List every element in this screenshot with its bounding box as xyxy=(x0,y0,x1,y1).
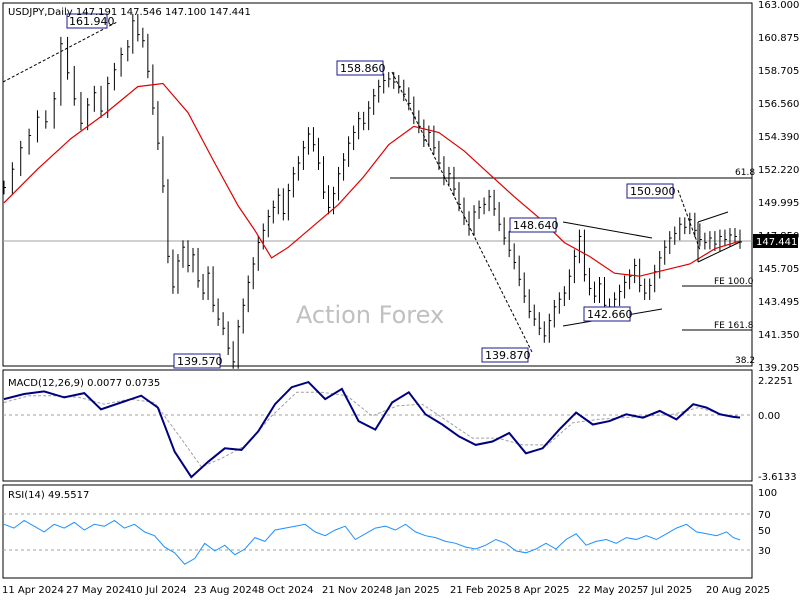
xtick: 8 Apr 2025 xyxy=(514,585,569,596)
last-price-tag xyxy=(753,234,798,248)
rsi-ytick: 50 xyxy=(758,526,771,537)
price-ytick: 160.875 xyxy=(758,33,799,44)
price-ytick: 154.390 xyxy=(758,132,799,143)
price-panel-header: USDJPY,Daily 147.191 147.546 147.100 147… xyxy=(8,7,251,18)
xtick: 8 Oct 2024 xyxy=(258,585,313,596)
rsi-ytick: 30 xyxy=(758,546,771,557)
annotation-box xyxy=(336,60,384,76)
rsi-line xyxy=(3,519,741,565)
annotation-box xyxy=(66,13,108,29)
price-annotations: 161.940 158.860 150.900 148.640 142.660 … xyxy=(66,13,676,369)
annotation-box xyxy=(626,183,674,199)
annotation-148-640: 148.640 xyxy=(513,219,559,232)
price-ytick: 139.205 xyxy=(758,363,799,374)
macd-line xyxy=(3,380,741,479)
fib-label: 38.2 xyxy=(735,356,755,366)
triangle-upper-line xyxy=(562,221,653,239)
trend-line xyxy=(677,189,701,251)
price-ytick: 149.995 xyxy=(758,198,799,209)
price-ytick: 163.000 xyxy=(758,0,799,11)
trend-line xyxy=(391,71,533,353)
rsi-ytick: 100 xyxy=(758,488,777,499)
annotation-158-860: 158.860 xyxy=(340,62,386,75)
annotation-161-940: 161.940 xyxy=(69,15,115,28)
price-ytick: 145.705 xyxy=(758,264,799,275)
xtick: 10 Jul 2024 xyxy=(130,585,187,596)
xtick: 20 Aug 2025 xyxy=(706,585,770,596)
rsi-yaxis: 100 70 50 30 xyxy=(758,488,777,557)
macd-panel xyxy=(2,369,753,482)
xtick: 23 Aug 2024 xyxy=(194,585,258,596)
trend-line xyxy=(2,21,118,83)
annotation-139-570: 139.570 xyxy=(177,355,223,368)
wedge-upper-line xyxy=(697,211,729,223)
annotation-box xyxy=(583,306,631,322)
fib-label: FE 161.8 xyxy=(714,321,754,331)
xaxis: 11 Apr 2024 27 May 2024 10 Jul 2024 23 A… xyxy=(2,585,770,596)
wedge-lower-line xyxy=(697,241,741,263)
macd-ytick: 2.2251 xyxy=(758,376,793,387)
rsi-header: RSI(14) 49.5517 xyxy=(8,490,89,501)
xtick: 27 May 2024 xyxy=(66,585,131,596)
price-ytick: 158.705 xyxy=(758,66,799,77)
xtick: 21 Feb 2025 xyxy=(450,585,512,596)
price-bars-series xyxy=(3,13,742,369)
price-ytick: 141.350 xyxy=(758,330,799,341)
macd-ytick: -3.6133 xyxy=(758,472,797,483)
annotation-150-900: 150.900 xyxy=(630,185,676,198)
last-price-label: 147.441 xyxy=(756,237,797,248)
annotation-box xyxy=(173,353,221,369)
annotation-142-660: 142.660 xyxy=(587,308,633,321)
annotation-box xyxy=(509,217,557,233)
price-ytick: 156.560 xyxy=(758,99,799,110)
xtick: 22 May 2025 xyxy=(578,585,643,596)
xtick: 8 Jan 2025 xyxy=(386,585,440,596)
rsi-ytick: 70 xyxy=(758,510,771,521)
annotation-box xyxy=(481,347,529,363)
rsi-panel xyxy=(2,484,753,579)
watermark: Action Forex xyxy=(296,301,444,329)
macd-yaxis: 2.2251 0.00 -3.6133 xyxy=(758,376,797,483)
xtick: 7 Jul 2025 xyxy=(642,585,692,596)
macd-ytick: 0.00 xyxy=(758,411,780,422)
xtick: 11 Apr 2024 xyxy=(2,585,64,596)
price-ytick: 143.495 xyxy=(758,297,799,308)
macd-header: MACD(12,26,9) 0.0077 0.0735 xyxy=(8,378,160,389)
annotation-139-870: 139.870 xyxy=(485,349,531,362)
fib-label: FE 100.0 xyxy=(714,277,754,287)
xtick: 21 Nov 2024 xyxy=(322,585,386,596)
moving-average-line xyxy=(3,82,741,277)
fib-label: 61.8 xyxy=(735,168,755,178)
price-ytick: 152.220 xyxy=(758,165,799,176)
